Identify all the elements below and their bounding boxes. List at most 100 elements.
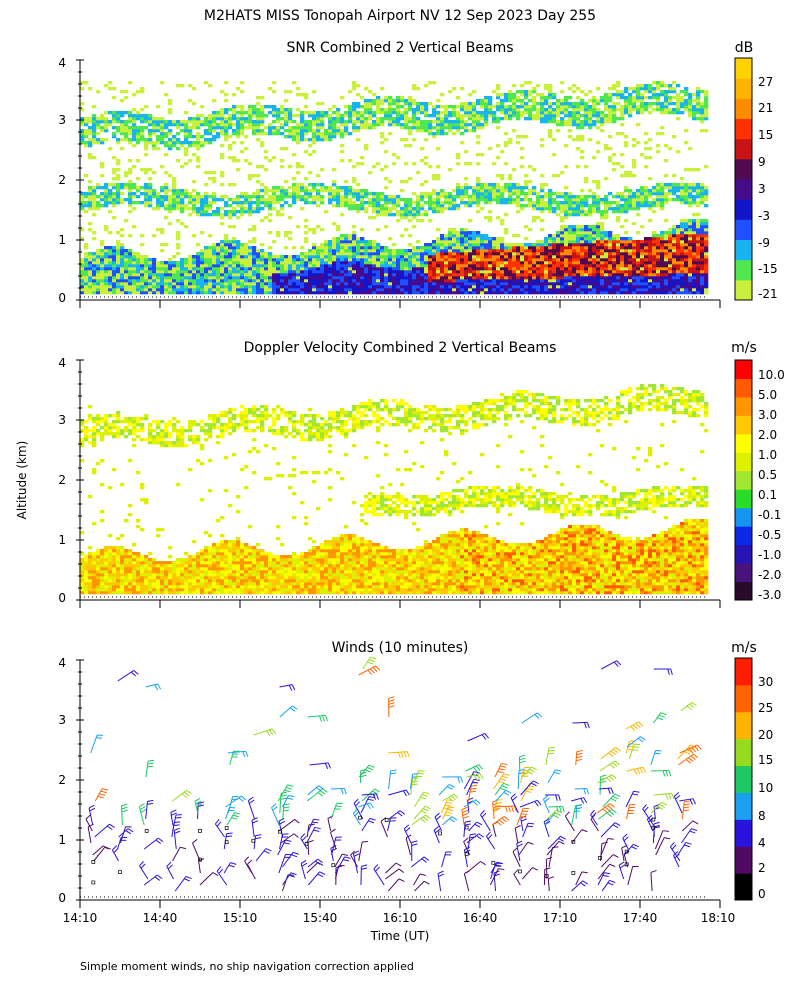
heatmap-cell bbox=[604, 282, 609, 286]
heatmap-cell bbox=[360, 237, 365, 241]
heatmap-cell bbox=[340, 150, 345, 154]
heatmap-cell bbox=[360, 156, 365, 160]
heatmap-cell bbox=[436, 198, 441, 202]
heatmap-cell bbox=[424, 279, 429, 283]
heatmap-cell bbox=[240, 123, 245, 127]
heatmap-cell bbox=[136, 285, 141, 289]
heatmap-cell bbox=[484, 102, 489, 106]
heatmap-cell bbox=[592, 105, 597, 109]
heatmap-cell bbox=[80, 207, 85, 211]
heatmap-cell bbox=[440, 240, 445, 244]
heatmap-cell bbox=[220, 207, 225, 211]
heatmap-cell bbox=[572, 84, 577, 88]
heatmap-cell bbox=[344, 186, 349, 190]
heatmap-cell bbox=[200, 258, 205, 262]
heatmap-cell bbox=[520, 204, 525, 208]
heatmap-cell bbox=[120, 201, 125, 205]
heatmap-cell bbox=[588, 279, 593, 283]
heatmap-cell bbox=[88, 204, 93, 208]
heatmap-cell bbox=[128, 81, 133, 85]
heatmap-cell bbox=[580, 126, 585, 130]
heatmap-cell bbox=[524, 195, 529, 199]
heatmap-cell bbox=[356, 240, 361, 244]
heatmap-cell bbox=[412, 102, 417, 106]
heatmap-cell bbox=[296, 135, 301, 139]
heatmap-cell bbox=[456, 282, 461, 286]
heatmap-cell bbox=[608, 114, 613, 118]
heatmap-cell bbox=[196, 201, 201, 205]
heatmap-cell bbox=[324, 267, 329, 271]
heatmap-cell bbox=[548, 84, 553, 88]
heatmap-cell bbox=[316, 261, 321, 265]
heatmap-cell bbox=[604, 261, 609, 265]
heatmap-cell bbox=[408, 144, 413, 148]
heatmap-cell bbox=[464, 270, 469, 274]
heatmap-cell bbox=[636, 282, 641, 286]
heatmap-cell bbox=[636, 111, 641, 115]
heatmap-cell bbox=[144, 204, 149, 208]
heatmap-cell bbox=[612, 291, 617, 295]
heatmap-cell bbox=[576, 135, 581, 139]
heatmap-cell bbox=[116, 261, 121, 265]
heatmap-cell bbox=[320, 189, 325, 193]
heatmap-cell bbox=[356, 198, 361, 202]
heatmap-cell bbox=[436, 207, 441, 211]
heatmap-cell bbox=[148, 198, 153, 202]
heatmap-cell bbox=[572, 270, 577, 274]
heatmap-cell bbox=[124, 123, 129, 127]
heatmap-cell bbox=[220, 132, 225, 136]
heatmap-cell bbox=[504, 258, 509, 262]
heatmap-cell bbox=[320, 123, 325, 127]
heatmap-cell bbox=[156, 264, 161, 268]
heatmap-cell bbox=[596, 210, 601, 214]
heatmap-cell bbox=[548, 282, 553, 286]
heatmap-cell bbox=[220, 279, 225, 283]
heatmap-cell bbox=[608, 276, 613, 280]
heatmap-cell bbox=[416, 126, 421, 130]
heatmap-cell bbox=[236, 117, 241, 121]
heatmap-cell bbox=[616, 243, 621, 247]
heatmap-cell bbox=[396, 273, 401, 277]
heatmap-cell bbox=[584, 123, 589, 127]
heatmap-cell bbox=[112, 258, 117, 262]
heatmap-cell bbox=[364, 210, 369, 214]
heatmap-cell bbox=[424, 162, 429, 166]
heatmap-cell bbox=[260, 282, 265, 286]
heatmap-cell bbox=[428, 282, 433, 286]
heatmap-cell bbox=[468, 102, 473, 106]
heatmap-cell bbox=[580, 201, 585, 205]
heatmap-cell bbox=[80, 291, 85, 295]
heatmap-cell bbox=[160, 288, 165, 292]
heatmap-cell bbox=[196, 126, 201, 130]
heatmap-cell bbox=[208, 204, 213, 208]
heatmap-cell bbox=[576, 228, 581, 232]
heatmap-cell bbox=[548, 87, 553, 91]
heatmap-cell bbox=[356, 276, 361, 280]
heatmap-cell bbox=[324, 111, 329, 115]
heatmap-cell bbox=[236, 159, 241, 163]
heatmap-cell bbox=[112, 132, 117, 136]
heatmap-cell bbox=[460, 249, 465, 253]
heatmap-cell bbox=[348, 240, 353, 244]
heatmap-cell bbox=[84, 252, 89, 256]
heatmap-cell bbox=[244, 120, 249, 124]
heatmap-cell bbox=[284, 195, 289, 199]
heatmap-cell bbox=[324, 258, 329, 262]
heatmap-cell bbox=[356, 207, 361, 211]
heatmap-cell bbox=[344, 234, 349, 238]
heatmap-cell bbox=[592, 249, 597, 253]
heatmap-cell bbox=[576, 117, 581, 121]
heatmap-cell bbox=[336, 129, 341, 133]
heatmap-cell bbox=[480, 252, 485, 256]
heatmap-cell bbox=[284, 201, 289, 205]
heatmap-cell bbox=[356, 264, 361, 268]
heatmap-cell bbox=[324, 243, 329, 247]
heatmap-cell bbox=[568, 201, 573, 205]
heatmap-cell bbox=[368, 192, 373, 196]
heatmap-cell bbox=[108, 255, 113, 259]
heatmap-cell bbox=[136, 141, 141, 145]
heatmap-cell bbox=[80, 192, 85, 196]
heatmap-cell bbox=[452, 243, 457, 247]
heatmap-cell bbox=[580, 135, 585, 139]
heatmap-cell bbox=[456, 276, 461, 280]
